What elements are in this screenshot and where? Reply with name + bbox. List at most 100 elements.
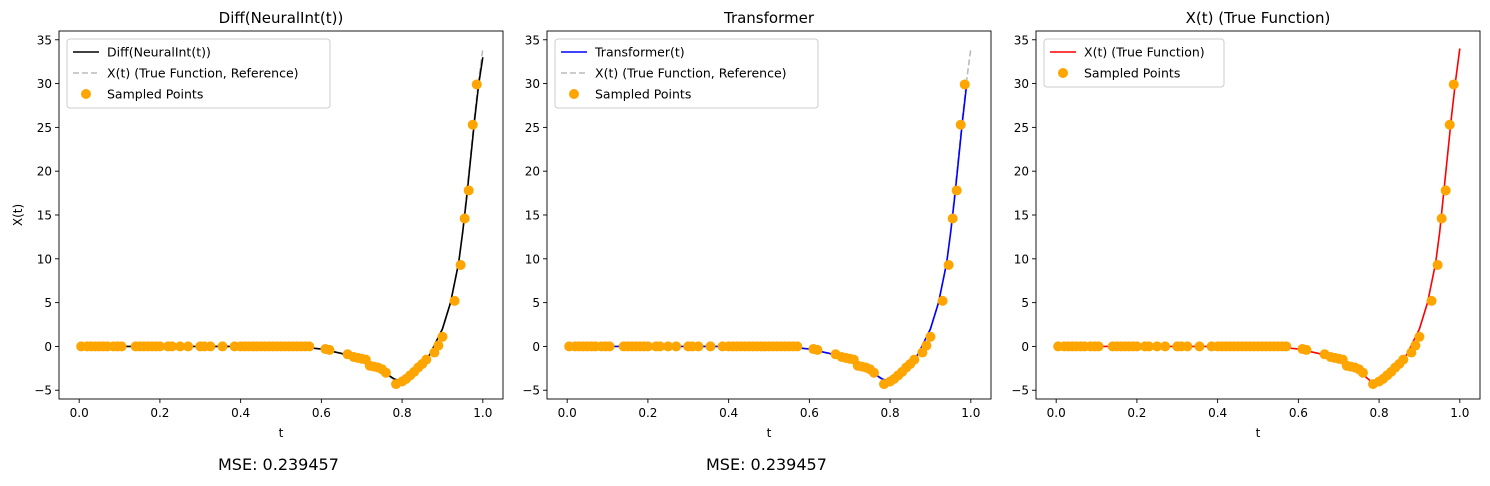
sampled-point [455,259,466,270]
x-axis-label: t [279,426,284,440]
y-tick-label: 30 [37,77,52,91]
legend: Diff(NeuralInt(t)) X(t) (True Function, R… [66,38,331,109]
sampled-point [1357,367,1368,378]
legend-box [1043,38,1225,88]
y-tick-label: 35 [37,33,52,47]
sampled-point [167,341,178,352]
sampled-point [792,341,803,352]
y-tick-label: 25 [1014,121,1029,135]
sampled-point [421,354,432,365]
y-tick-label: 5 [532,296,540,310]
sampled-point [1131,341,1142,352]
sampled-point [437,331,448,342]
sampled-point [1152,341,1163,352]
sampled-point [459,213,470,224]
y-tick-label: 20 [1014,165,1029,179]
sampled-point [1426,295,1437,306]
sampled-point [1144,341,1155,352]
x-axis-label: t [767,426,772,440]
sampled-point [947,213,958,224]
x-tick-label: 0.8 [881,406,900,420]
y-tick-label: −5 [34,384,52,398]
mse-label-diff: MSE: 0.239457 [218,455,339,474]
sampled-point [868,367,879,378]
sampled-point [1448,79,1459,90]
sampled-point [663,341,674,352]
x-tick-label: 0.0 [558,406,577,420]
sampled-point [951,185,962,196]
y-tick-label: 0 [44,340,52,354]
legend-label: Sampled Points [107,87,203,102]
legend-label: Sampled Points [1084,66,1180,81]
chart-panel-true: 0.0 0.2 0.4 0.6 0.8 1.0 −5 0 5 10 15 20 25 30 35 X(t) (… [1011,9,1481,440]
y-tick-label: 20 [525,165,540,179]
plot-series-group [1053,48,1461,390]
y-tick-label: 15 [1014,209,1029,223]
sampled-point [693,341,704,352]
x-tick-label: 0.6 [312,406,331,420]
chart-panel-diff: 0.0 0.2 0.4 0.6 0.8 1.0 −5 0 5 10 15 20 25 30 35 Diff(N… [11,9,504,440]
y-tick-label: 5 [44,296,52,310]
x-tick-label: 1.0 [961,406,980,420]
sampled-point [380,367,391,378]
sampled-point [1301,344,1312,355]
sampled-point [604,341,615,352]
legend-label: X(t) (True Function) [1084,45,1205,60]
chart-title: Transformer [723,9,815,27]
sampled-point [671,341,682,352]
legend-label: X(t) (True Function, Reference) [595,66,787,81]
y-tick-label: 30 [525,77,540,91]
x-tick-label: 0.6 [1289,406,1308,420]
y-tick-label: 15 [37,209,52,223]
legend-marker-points [81,89,91,99]
x-tick-label: 0.0 [70,406,89,420]
sampled-point [433,340,444,351]
x-tick-label: 0.0 [1047,406,1066,420]
sampled-point [154,341,165,352]
sampled-point [1414,331,1425,342]
y-tick-label: 35 [525,33,540,47]
x-tick-label: 0.2 [150,406,169,420]
y-tick-label: −5 [522,384,540,398]
sampled-point [217,341,228,352]
sampled-point [205,341,216,352]
sampled-point [463,185,474,196]
sampled-point [955,119,966,130]
y-tick-label: −5 [1011,384,1029,398]
sampled-point [642,341,653,352]
x-tick-label: 1.0 [1450,406,1469,420]
x-tick-label: 1.0 [473,406,492,420]
legend-label: Sampled Points [595,87,691,102]
y-tick-label: 0 [1021,340,1029,354]
sampled-point [909,354,920,365]
sampled-point [925,331,936,342]
y-tick-label: 15 [525,209,540,223]
sampled-point [812,344,823,355]
sampled-point [1281,341,1292,352]
chart-title: Diff(NeuralInt(t)) [219,9,344,27]
sampled-point [943,259,954,270]
x-tick-label: 0.8 [393,406,412,420]
sampled-point [655,341,666,352]
y-tick-label: 10 [1014,252,1029,266]
y-tick-label: 20 [37,165,52,179]
legend-box [66,38,331,109]
y-tick-label: 35 [1014,33,1029,47]
y-tick-label: 25 [525,121,540,135]
x-axis-label: t [1256,426,1261,440]
sampled-point [1194,341,1205,352]
plot-series-group [76,48,484,390]
sampled-point [1182,341,1193,352]
y-tick-label: 30 [1014,77,1029,91]
sampled-point [324,344,335,355]
legend: Transformer(t) X(t) (True Function, Refer… [554,38,819,109]
sampled-point [1440,185,1451,196]
sampled-point [1160,341,1171,352]
y-axis-label: X(t) [11,204,25,226]
legend-box [554,38,819,109]
legend: X(t) (True Function) Sampled Points [1043,38,1225,88]
sampled-point [1398,354,1409,365]
x-tick-label: 0.4 [719,406,738,420]
chart-title: X(t) (True Function) [1186,9,1331,27]
